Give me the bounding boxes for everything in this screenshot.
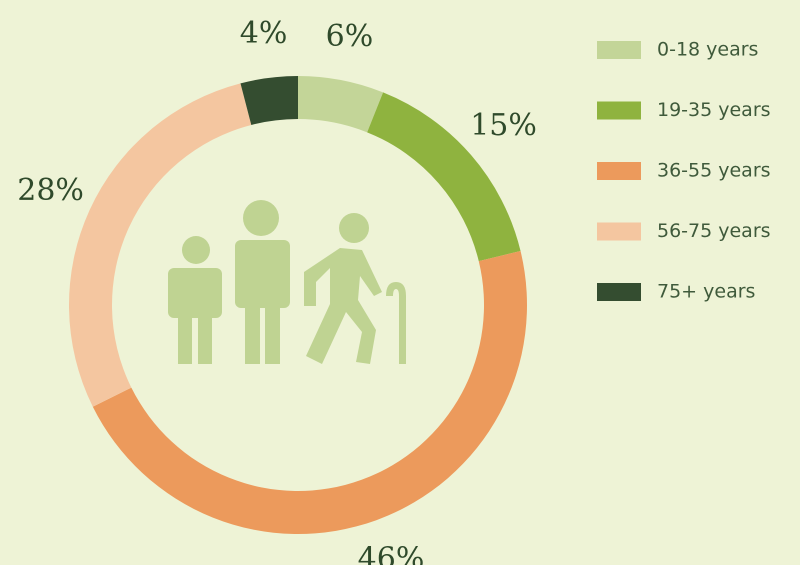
slice-label: 46% — [358, 542, 425, 565]
donut-slice — [92, 251, 527, 534]
slice-label: 4% — [240, 16, 288, 51]
legend-label: 75+ years — [657, 281, 755, 303]
legend-swatch — [597, 283, 641, 301]
people-icon — [168, 200, 406, 364]
slice-label: 15% — [470, 108, 537, 143]
legend-label: 0-18 years — [657, 39, 758, 61]
legend-swatch — [597, 41, 641, 59]
legend-label: 56-75 years — [657, 220, 771, 242]
donut-slice — [298, 76, 384, 133]
legend-swatch — [597, 101, 641, 120]
legend-swatch — [597, 162, 641, 180]
donut-slice — [367, 92, 521, 262]
legend-label: 19-35 years — [657, 99, 771, 121]
legend-label: 36-55 years — [657, 160, 771, 182]
donut-slice — [68, 83, 252, 407]
donut-slice — [240, 76, 298, 125]
slice-label: 28% — [17, 173, 84, 208]
legend-swatch — [597, 222, 641, 241]
slice-label: 6% — [326, 19, 374, 54]
